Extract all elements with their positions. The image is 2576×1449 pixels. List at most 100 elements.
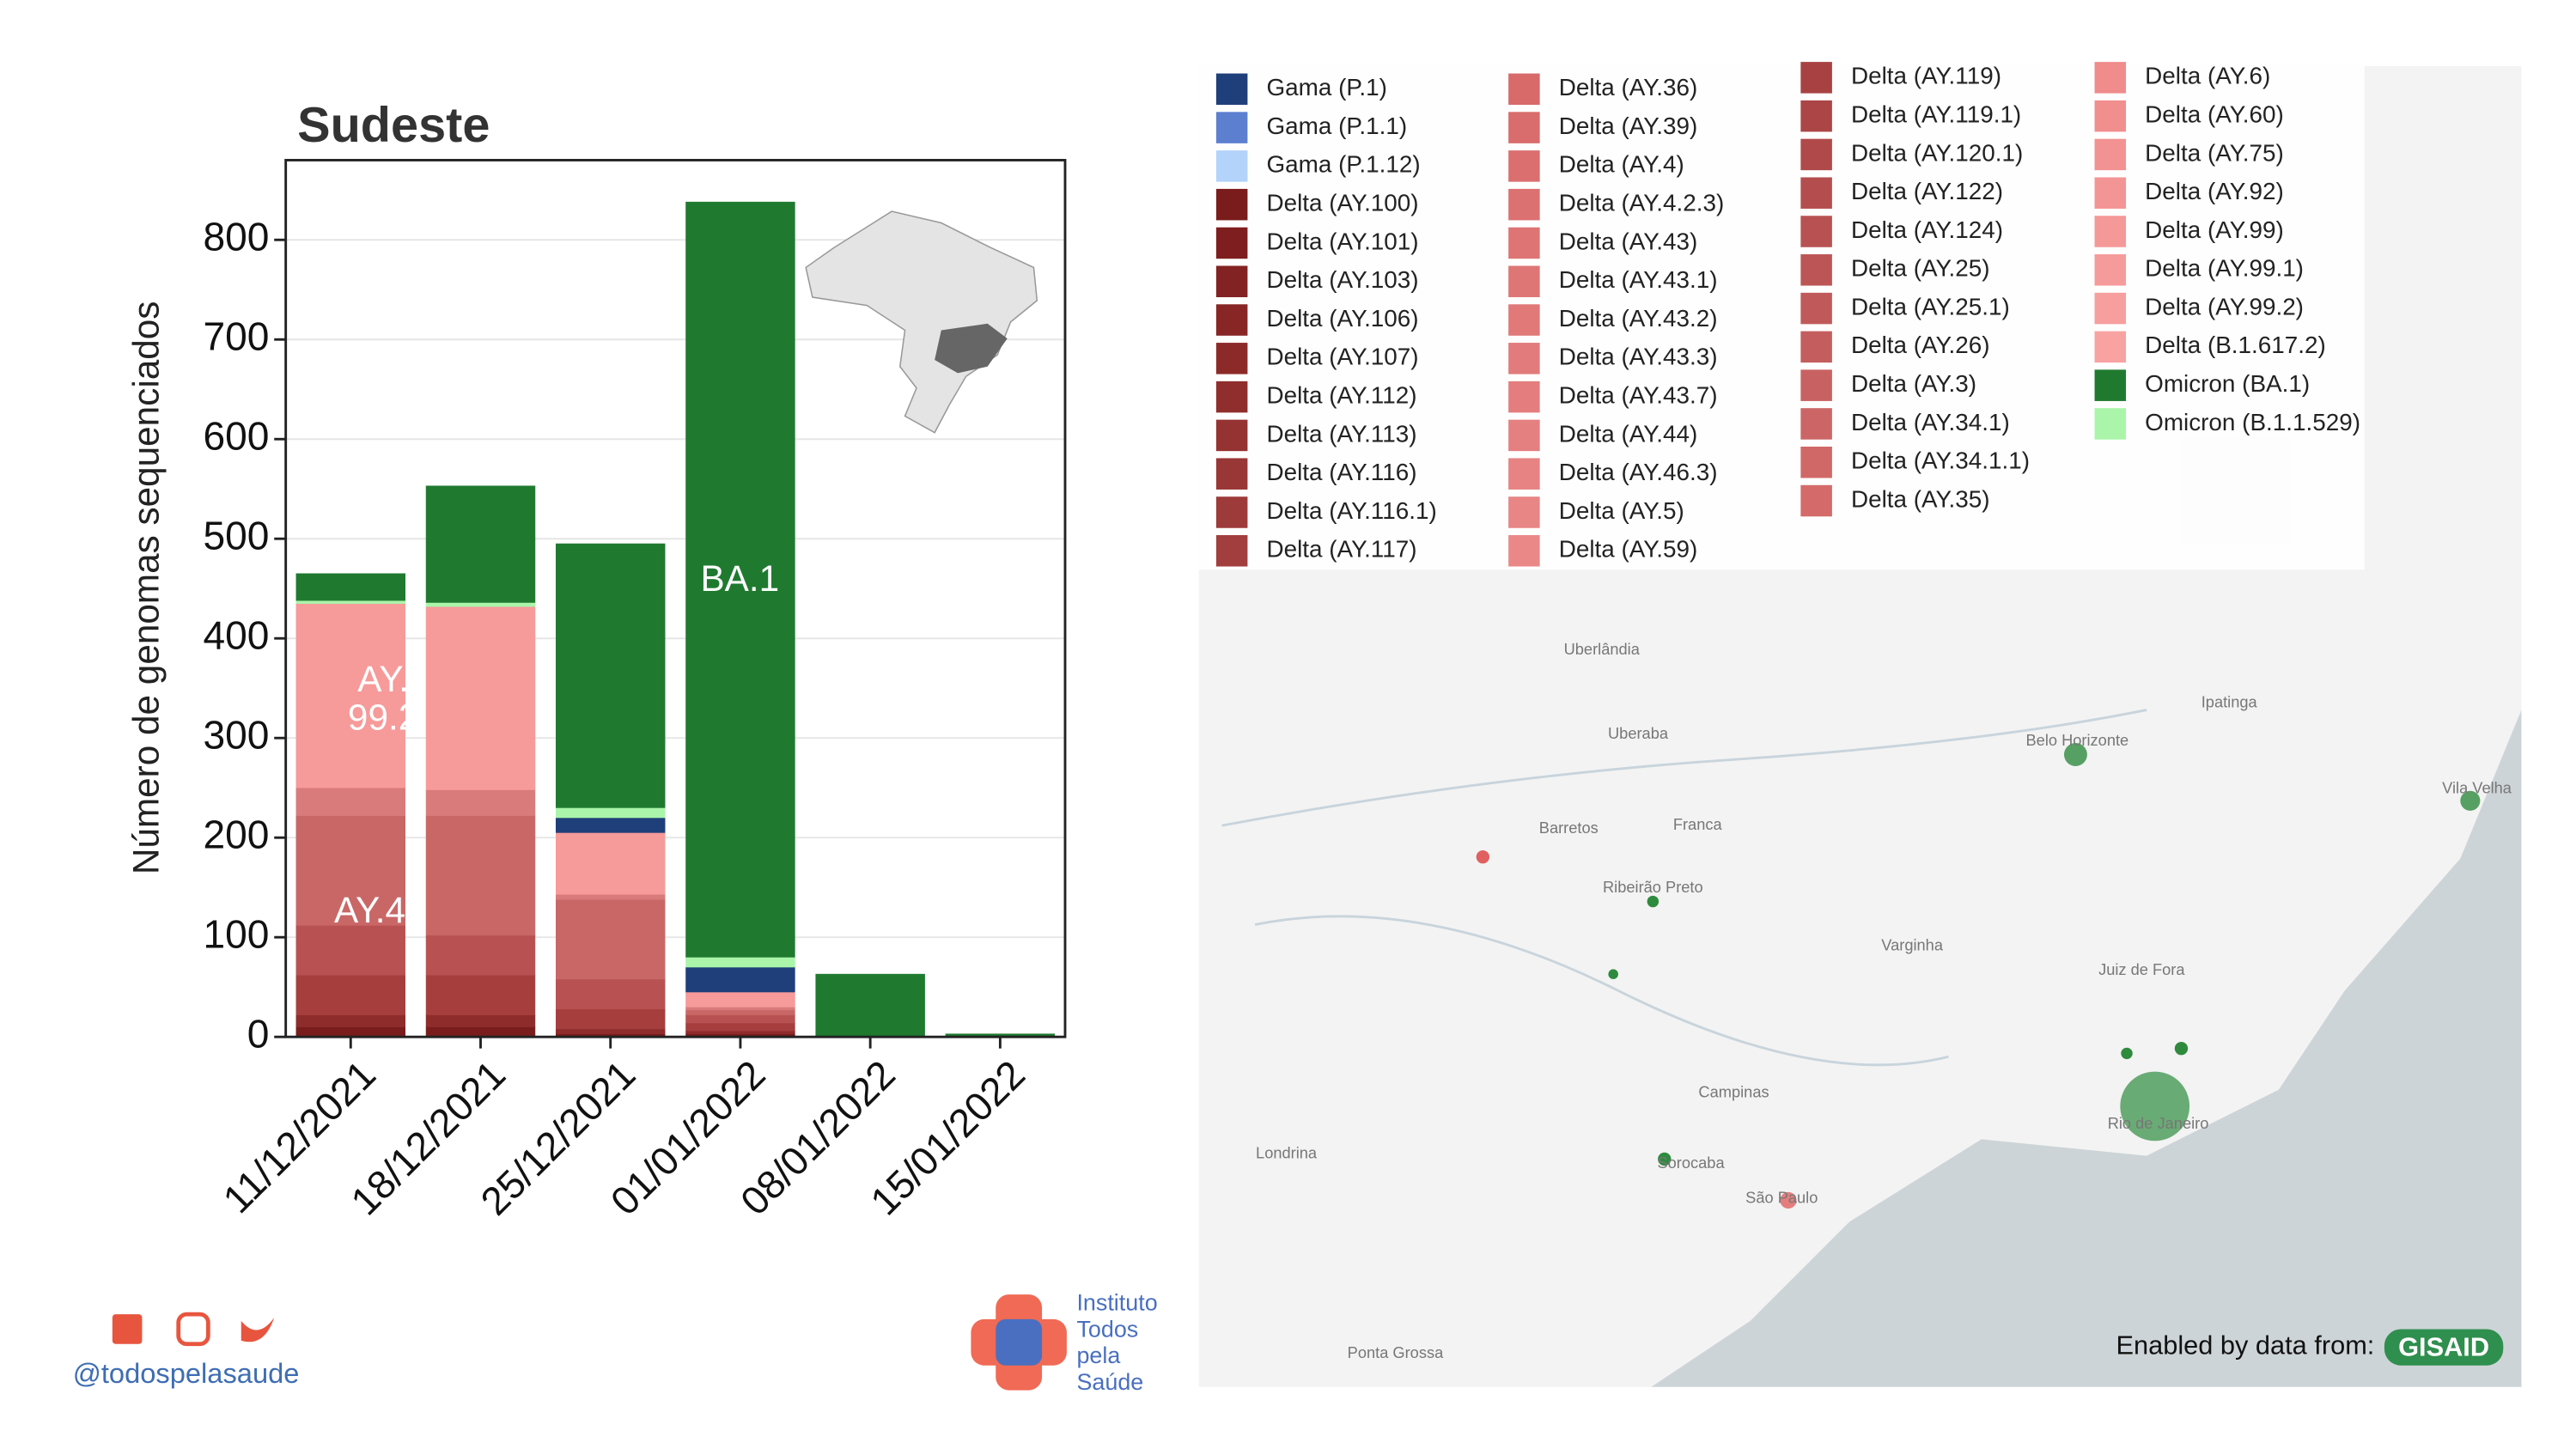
legend-label: Delta (AY.92): [2145, 178, 2284, 204]
bar-segment: [295, 974, 406, 1015]
place-label: Rio de Janeiro: [2108, 1114, 2209, 1132]
legend-label: Delta (AY.75): [2145, 139, 2284, 166]
bubble[interactable]: [1476, 849, 1490, 864]
twitter-icon[interactable]: [241, 1317, 275, 1342]
legend-label: Delta (AY.4): [1559, 151, 1684, 178]
legend-label: Delta (AY.122): [1851, 178, 2003, 204]
gisaid-badge: [2384, 1329, 2504, 1366]
bar-segment: [685, 1030, 795, 1035]
bubble[interactable]: [1658, 1152, 1672, 1166]
legend-swatch: [1214, 149, 1250, 184]
bar-segment: [555, 1028, 666, 1035]
legend-label: Delta (AY.44): [1559, 420, 1698, 447]
facebook-icon[interactable]: [112, 1314, 143, 1344]
legend-swatch: [1799, 483, 1834, 519]
legend-label: Delta (AY.43.2): [1559, 305, 1718, 332]
place-label: Juiz de Fora: [2098, 960, 2185, 978]
legend-swatch: [1214, 456, 1250, 491]
place-label: Franca: [1673, 815, 1723, 833]
legend-label: Delta (AY.117): [1267, 536, 1417, 563]
legend-label: Delta (AY.4.2.3): [1559, 190, 1725, 216]
legend-label: Delta (B.1.617.2): [2145, 332, 2326, 358]
legend-swatch: [2092, 98, 2128, 134]
bar-segment: [295, 815, 406, 926]
bar-segment: [425, 485, 536, 603]
y-axis-label: Número de genomas sequenciados: [125, 301, 166, 875]
bar-segment: [685, 1022, 795, 1032]
bubble[interactable]: [2121, 1047, 2133, 1060]
legend-label: Delta (AY.43.7): [1559, 381, 1718, 408]
place-label: Ponta Grossa: [1348, 1343, 1444, 1361]
bubble[interactable]: [2460, 790, 2481, 811]
legend-label: Delta (AY.116): [1267, 459, 1417, 485]
bar-segment: [685, 1009, 795, 1015]
place-label: Uberaba: [1608, 724, 1669, 742]
legend-label: Delta (AY.43): [1559, 228, 1698, 254]
logo-line: pela: [1076, 1342, 1120, 1368]
legend-swatch: [1507, 533, 1542, 569]
y-tick-label: 800: [203, 214, 269, 259]
logo: [971, 1294, 1067, 1391]
legend-swatch: [1799, 368, 1834, 403]
bar-segment: [685, 957, 795, 968]
legend-label: Delta (AY.34.1.1): [1851, 447, 2030, 474]
place-label: Vila Velha: [2442, 779, 2512, 797]
legend-label: Delta (AY.100): [1267, 190, 1419, 216]
legend-swatch: [1507, 417, 1542, 454]
bar-segment: [555, 832, 666, 895]
legend-label: Gama (P.1.12): [1267, 151, 1421, 178]
legend-swatch: [2092, 175, 2128, 210]
legend-label: Delta (AY.106): [1267, 305, 1419, 332]
bubble[interactable]: [1608, 969, 1618, 979]
legend-swatch: [2092, 406, 2128, 441]
bar-segment: [425, 935, 536, 976]
legend-label: Gama (P.1): [1267, 74, 1387, 100]
y-tick-label: 700: [203, 314, 269, 358]
legend-label: Delta (AY.59): [1559, 536, 1698, 563]
bar-segment: [555, 898, 666, 980]
bar-segment: [685, 201, 795, 958]
bubble[interactable]: [2174, 1041, 2189, 1056]
bar-segment: [425, 1014, 536, 1027]
legend-label: Delta (AY.112): [1267, 381, 1417, 408]
bubble[interactable]: [1780, 1191, 1797, 1209]
bar-segment: [425, 606, 536, 790]
legend-swatch: [1799, 214, 1834, 249]
bubble[interactable]: [1647, 895, 1659, 908]
legend-label: Delta (AY.35): [1851, 485, 1990, 512]
bubble[interactable]: [2063, 743, 2087, 766]
place-label: Ipatinga: [2201, 693, 2258, 711]
legend-swatch: [1507, 110, 1542, 145]
legend-swatch: [1214, 264, 1250, 299]
legend-swatch: [1507, 225, 1542, 261]
legend-swatch: [2092, 253, 2128, 288]
legend-swatch: [1214, 71, 1250, 107]
place-label: São Paulo: [1745, 1188, 1818, 1206]
y-tick-label: 600: [203, 413, 269, 458]
legend-label: Delta (AY.34.1): [1851, 409, 2010, 435]
legend-swatch: [2092, 137, 2128, 173]
legend-label: Delta (AY.119): [1851, 63, 2001, 89]
legend-swatch: [1214, 417, 1250, 454]
instagram-icon[interactable]: [176, 1312, 210, 1347]
legend-swatch: [1214, 302, 1250, 338]
bar-segment: [555, 978, 666, 1010]
legend-label: Delta (AY.107): [1267, 344, 1419, 370]
legend-label: Delta (AY.6): [2145, 63, 2270, 89]
bar-segment: [425, 1026, 536, 1038]
bar-segment: [555, 543, 666, 808]
bar-segment: [295, 573, 406, 601]
y-tick-label: 300: [203, 712, 269, 757]
bubble[interactable]: [2120, 1071, 2190, 1142]
legend-swatch: [1214, 495, 1250, 530]
bar-segment: [295, 600, 406, 604]
legend-label: Delta (AY.39): [1559, 113, 1698, 139]
legend-label: Delta (AY.43.1): [1559, 266, 1718, 293]
legend-swatch: [2092, 329, 2128, 365]
annotation: AY.43: [334, 890, 426, 930]
bar-segment: [685, 966, 795, 993]
y-tick-label: 200: [203, 812, 269, 856]
legend-swatch: [1214, 186, 1250, 222]
